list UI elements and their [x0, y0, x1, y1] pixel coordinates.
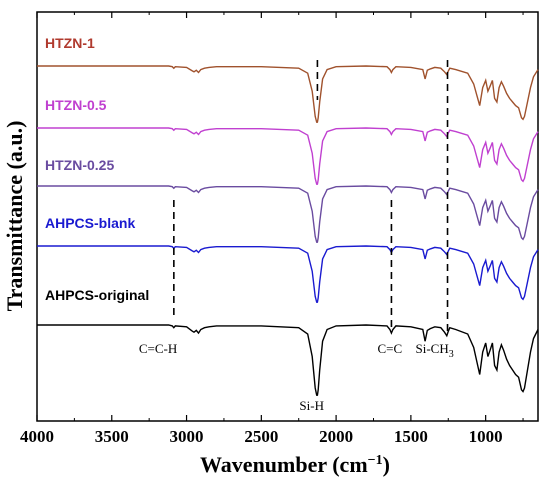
x-tick-label-1000: 1000: [469, 427, 503, 446]
series-line-htzn-0-25: [37, 185, 539, 243]
series-label-htzn-0-25: HTZN-0.25: [45, 157, 114, 173]
x-tick-label-3500: 3500: [95, 427, 129, 446]
x-axis-title-sup: −1: [368, 453, 383, 468]
peak-label-c-c-h: C=C-H: [139, 341, 177, 356]
series-line-htzn-1: [37, 65, 539, 123]
x-axis-ticks: [36, 12, 524, 421]
y-axis-title: Transmittance (a.u.): [2, 121, 27, 312]
x-tick-label-3000: 3000: [170, 427, 204, 446]
series-label-ahpcs-blank: AHPCS-blank: [45, 215, 135, 231]
series-lines: [37, 65, 539, 396]
x-axis-tick-labels: 4000 3500 3000 2500 2000 1500 1000: [20, 427, 503, 446]
peak-label-text: Si-CH: [416, 341, 449, 356]
x-tick-label-2000: 2000: [319, 427, 353, 446]
series-label-ahpcs-original: AHPCS-original: [45, 287, 149, 303]
peak-label-c-c: C=C: [377, 341, 402, 356]
x-tick-label-4000: 4000: [20, 427, 54, 446]
peak-label-text: C=C-H: [139, 341, 177, 356]
x-tick-label-1500: 1500: [394, 427, 428, 446]
series-labels: HTZN-1 HTZN-0.5 HTZN-0.25 AHPCS-blank AHPCS-…: [45, 35, 149, 303]
series-line-ahpcs-blank: [37, 245, 539, 303]
x-axis-title-end: ): [383, 452, 390, 477]
peak-labels: C=C-H Si-H C=C Si-CH3: [139, 341, 454, 413]
peak-label-subscript: 3: [449, 349, 454, 360]
x-axis-title: Wavenumber (cm−1): [200, 452, 390, 477]
peak-label-si-ch: Si-CH3: [416, 341, 454, 360]
peak-label-text: Si-H: [299, 398, 324, 413]
x-tick-label-2500: 2500: [244, 427, 278, 446]
peak-label-si-h: Si-H: [299, 398, 324, 413]
peak-label-text: C=C: [377, 341, 402, 356]
x-axis-title-main: Wavenumber (cm: [200, 452, 368, 477]
series-label-htzn-0-5: HTZN-0.5: [45, 97, 107, 113]
series-line-ahpcs-original: [37, 324, 539, 396]
peak-marker-lines: [173, 60, 449, 335]
plot-frame: [36, 11, 539, 422]
series-line-htzn-0-5: [37, 127, 539, 185]
series-label-htzn-1: HTZN-1: [45, 35, 95, 51]
